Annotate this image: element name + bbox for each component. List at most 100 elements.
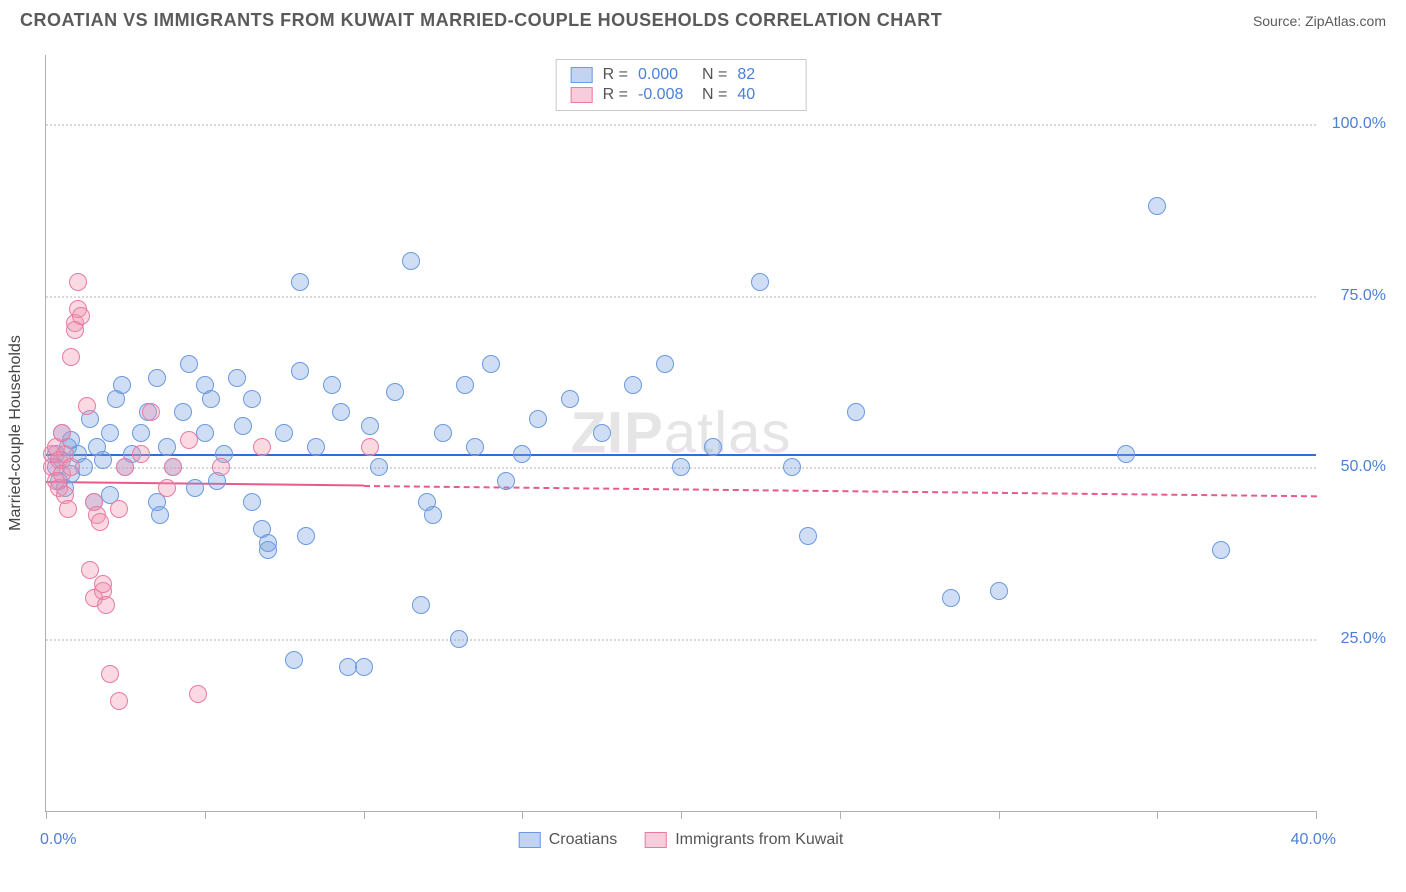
data-point — [704, 438, 722, 456]
x-tick — [681, 811, 682, 819]
data-point — [164, 458, 182, 476]
gridline-h — [46, 296, 1316, 298]
data-point — [189, 685, 207, 703]
data-point — [253, 438, 271, 456]
data-point — [142, 403, 160, 421]
data-point — [672, 458, 690, 476]
data-point — [466, 438, 484, 456]
gridline-h — [46, 124, 1316, 126]
data-point — [151, 506, 169, 524]
data-point — [332, 403, 350, 421]
legend-swatch-icon — [645, 832, 667, 848]
data-point — [482, 355, 500, 373]
x-tick — [999, 811, 1000, 819]
data-point — [259, 534, 277, 552]
data-point — [370, 458, 388, 476]
data-point — [53, 424, 71, 442]
data-point — [158, 479, 176, 497]
x-tick — [840, 811, 841, 819]
data-point — [434, 424, 452, 442]
data-point — [456, 376, 474, 394]
data-point — [624, 376, 642, 394]
data-point — [402, 252, 420, 270]
data-point — [291, 273, 309, 291]
legend-label: Immigrants from Kuwait — [675, 831, 843, 849]
data-point — [234, 417, 252, 435]
data-point — [69, 273, 87, 291]
data-point — [450, 630, 468, 648]
data-point — [202, 390, 220, 408]
data-point — [132, 445, 150, 463]
data-point — [186, 479, 204, 497]
legend-swatch-croatians — [571, 67, 593, 83]
legend-stats-row-0: R = 0.000 N = 82 — [571, 66, 792, 84]
data-point — [101, 665, 119, 683]
source-prefix: Source: — [1253, 13, 1305, 29]
data-point — [361, 417, 379, 435]
legend-series: Croatians Immigrants from Kuwait — [519, 831, 844, 849]
data-point — [174, 403, 192, 421]
data-point — [243, 390, 261, 408]
x-tick — [1316, 811, 1317, 819]
data-point — [132, 424, 150, 442]
data-point — [59, 500, 77, 518]
data-point — [116, 458, 134, 476]
source-attribution: Source: ZipAtlas.com — [1253, 13, 1386, 29]
data-point — [212, 458, 230, 476]
data-point — [110, 692, 128, 710]
data-point — [275, 424, 293, 442]
data-point — [113, 376, 131, 394]
scatter-chart: Married-couple Households ZIPatlas R = 0… — [45, 55, 1316, 812]
data-point — [110, 500, 128, 518]
data-point — [847, 403, 865, 421]
data-point — [1117, 445, 1135, 463]
data-point — [656, 355, 674, 373]
legend-item-croatians: Croatians — [519, 831, 617, 849]
legend-swatch-icon — [519, 832, 541, 848]
data-point — [72, 307, 90, 325]
legend-stats-row-1: R = -0.008 N = 40 — [571, 86, 792, 104]
y-tick-label: 75.0% — [1326, 287, 1386, 305]
x-tick — [1157, 811, 1158, 819]
data-point — [386, 383, 404, 401]
legend-n-label: N = — [702, 86, 727, 104]
data-point — [285, 651, 303, 669]
data-point — [307, 438, 325, 456]
data-point — [323, 376, 341, 394]
data-point — [62, 348, 80, 366]
data-point — [180, 355, 198, 373]
data-point — [942, 589, 960, 607]
data-point — [297, 527, 315, 545]
data-point — [497, 472, 515, 490]
legend-r-label: R = — [603, 86, 628, 104]
data-point — [91, 513, 109, 531]
data-point — [361, 438, 379, 456]
data-point — [180, 431, 198, 449]
trend-line — [46, 481, 364, 486]
legend-r-value-0: 0.000 — [638, 66, 692, 84]
x-tick — [522, 811, 523, 819]
data-point — [243, 493, 261, 511]
x-tick — [46, 811, 47, 819]
source-name: ZipAtlas.com — [1305, 13, 1386, 29]
legend-r-value-1: -0.008 — [638, 86, 692, 104]
data-point — [148, 369, 166, 387]
legend-n-value-0: 82 — [737, 66, 791, 84]
legend-n-value-1: 40 — [737, 86, 791, 104]
legend-stats: R = 0.000 N = 82 R = -0.008 N = 40 — [556, 59, 807, 111]
y-tick-label: 100.0% — [1326, 115, 1386, 133]
data-point — [412, 596, 430, 614]
data-point — [291, 362, 309, 380]
data-point — [513, 445, 531, 463]
data-point — [1148, 197, 1166, 215]
gridline-h — [46, 639, 1316, 641]
data-point — [529, 410, 547, 428]
x-axis-max-label: 40.0% — [1291, 831, 1336, 849]
data-point — [158, 438, 176, 456]
data-point — [62, 458, 80, 476]
data-point — [78, 397, 96, 415]
data-point — [751, 273, 769, 291]
legend-r-label: R = — [603, 66, 628, 84]
y-axis-title: Married-couple Households — [7, 335, 25, 531]
data-point — [94, 451, 112, 469]
